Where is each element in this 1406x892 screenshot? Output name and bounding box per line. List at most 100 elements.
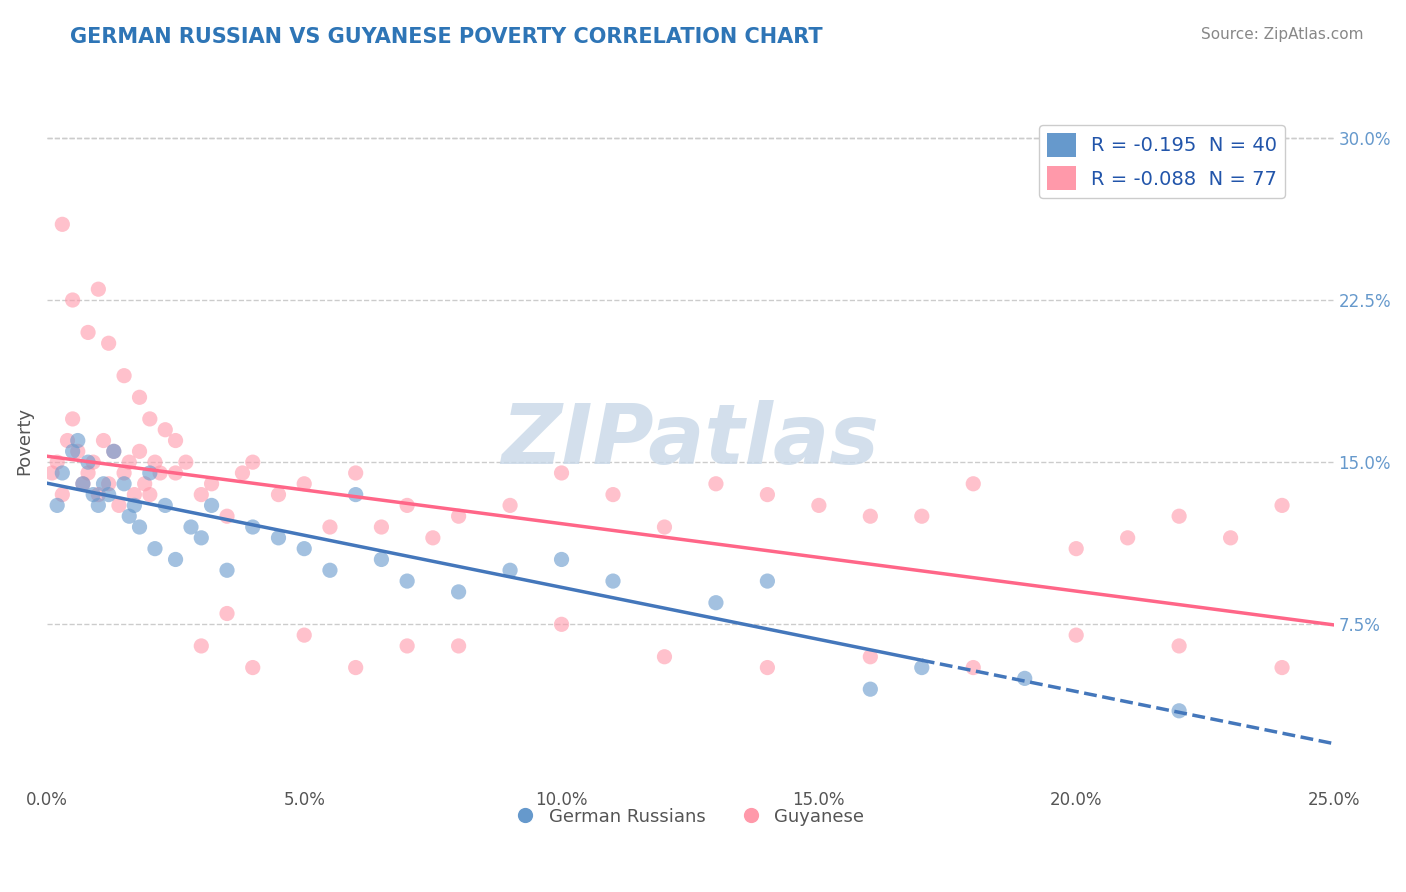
Guyanese <box>447 509 470 524</box>
German Russians <box>499 563 522 577</box>
Guyanese <box>859 649 882 664</box>
Guyanese <box>155 423 177 437</box>
Guyanese <box>242 660 264 674</box>
Guyanese <box>139 487 162 501</box>
Guyanese <box>46 455 69 469</box>
German Russians <box>128 520 150 534</box>
Guyanese <box>1064 628 1087 642</box>
Guyanese <box>602 487 624 501</box>
German Russians <box>1168 704 1191 718</box>
Guyanese <box>62 412 84 426</box>
Guyanese <box>134 476 156 491</box>
Guyanese <box>319 520 342 534</box>
German Russians <box>87 499 110 513</box>
Guyanese <box>704 476 727 491</box>
German Russians <box>190 531 212 545</box>
German Russians <box>139 466 162 480</box>
German Russians <box>93 476 115 491</box>
Guyanese <box>93 434 115 448</box>
Guyanese <box>1168 509 1191 524</box>
German Russians <box>292 541 315 556</box>
Guyanese <box>267 487 290 501</box>
German Russians <box>82 487 104 501</box>
German Russians <box>200 499 222 513</box>
Guyanese <box>143 455 166 469</box>
Guyanese <box>1219 531 1241 545</box>
Guyanese <box>72 476 94 491</box>
Guyanese <box>499 499 522 513</box>
Guyanese <box>370 520 392 534</box>
German Russians <box>396 574 419 588</box>
Guyanese <box>422 531 444 545</box>
Guyanese <box>292 628 315 642</box>
Guyanese <box>911 509 934 524</box>
Guyanese <box>118 455 141 469</box>
Guyanese <box>77 326 100 340</box>
German Russians <box>344 487 367 501</box>
German Russians <box>72 476 94 491</box>
Guyanese <box>139 412 162 426</box>
German Russians <box>103 444 125 458</box>
Guyanese <box>962 476 984 491</box>
Guyanese <box>124 487 146 501</box>
German Russians <box>1014 672 1036 686</box>
Guyanese <box>859 509 882 524</box>
Text: Source: ZipAtlas.com: Source: ZipAtlas.com <box>1201 27 1364 42</box>
Guyanese <box>62 293 84 307</box>
Guyanese <box>550 617 572 632</box>
Guyanese <box>215 509 238 524</box>
Guyanese <box>41 466 63 480</box>
German Russians <box>911 660 934 674</box>
German Russians <box>180 520 202 534</box>
Guyanese <box>190 487 212 501</box>
German Russians <box>756 574 779 588</box>
German Russians <box>112 476 135 491</box>
German Russians <box>51 466 73 480</box>
German Russians <box>77 455 100 469</box>
Guyanese <box>344 660 367 674</box>
German Russians <box>46 499 69 513</box>
German Russians <box>66 434 89 448</box>
Guyanese <box>807 499 830 513</box>
Guyanese <box>51 487 73 501</box>
Guyanese <box>231 466 253 480</box>
Guyanese <box>654 649 676 664</box>
German Russians <box>97 487 120 501</box>
Guyanese <box>128 444 150 458</box>
German Russians <box>267 531 290 545</box>
Guyanese <box>165 466 187 480</box>
Guyanese <box>108 499 131 513</box>
German Russians <box>62 444 84 458</box>
Text: GERMAN RUSSIAN VS GUYANESE POVERTY CORRELATION CHART: GERMAN RUSSIAN VS GUYANESE POVERTY CORRE… <box>70 27 823 46</box>
German Russians <box>143 541 166 556</box>
Guyanese <box>112 466 135 480</box>
Guyanese <box>200 476 222 491</box>
Guyanese <box>344 466 367 480</box>
Guyanese <box>165 434 187 448</box>
Guyanese <box>756 660 779 674</box>
German Russians <box>155 499 177 513</box>
Text: ZIPatlas: ZIPatlas <box>502 400 879 481</box>
Guyanese <box>149 466 172 480</box>
Guyanese <box>396 499 419 513</box>
Guyanese <box>215 607 238 621</box>
German Russians <box>215 563 238 577</box>
German Russians <box>319 563 342 577</box>
Guyanese <box>756 487 779 501</box>
German Russians <box>118 509 141 524</box>
German Russians <box>165 552 187 566</box>
Guyanese <box>112 368 135 383</box>
Guyanese <box>190 639 212 653</box>
German Russians <box>124 499 146 513</box>
Guyanese <box>128 390 150 404</box>
Guyanese <box>242 455 264 469</box>
Guyanese <box>77 466 100 480</box>
Guyanese <box>962 660 984 674</box>
Guyanese <box>1271 660 1294 674</box>
Guyanese <box>97 476 120 491</box>
German Russians <box>550 552 572 566</box>
Guyanese <box>87 487 110 501</box>
Guyanese <box>1271 499 1294 513</box>
Guyanese <box>66 444 89 458</box>
Guyanese <box>51 217 73 231</box>
